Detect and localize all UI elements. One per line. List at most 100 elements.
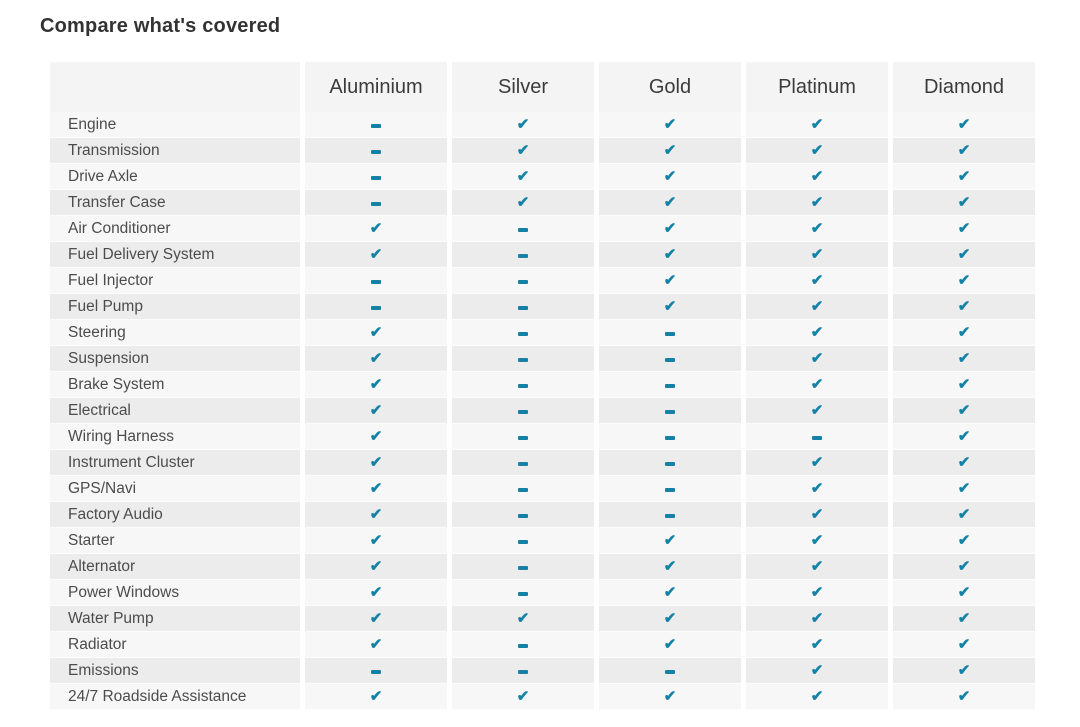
check-icon: ✔ bbox=[810, 116, 824, 133]
coverage-cell: ✔ bbox=[305, 216, 447, 242]
check-icon: ✔ bbox=[663, 636, 677, 653]
dash-icon bbox=[518, 410, 528, 414]
table-row: Starter ✔ ✔ ✔ ✔ bbox=[50, 528, 1035, 554]
header-cell-platinum: Platinum bbox=[746, 62, 888, 112]
check-icon: ✔ bbox=[663, 558, 677, 575]
dash-icon bbox=[665, 436, 675, 440]
coverage-cell: ✔ bbox=[305, 476, 447, 502]
table-row: Air Conditioner ✔ ✔ ✔ ✔ bbox=[50, 216, 1035, 242]
coverage-cell: ✔ bbox=[746, 242, 888, 268]
coverage-cell bbox=[305, 190, 447, 216]
coverage-cell: ✔ bbox=[599, 242, 741, 268]
coverage-cell: ✔ bbox=[599, 554, 741, 580]
coverage-cell: ✔ bbox=[893, 580, 1035, 606]
coverage-cell: ✔ bbox=[746, 190, 888, 216]
dash-icon bbox=[518, 358, 528, 362]
coverage-cell: ✔ bbox=[305, 554, 447, 580]
coverage-cell: ✔ bbox=[305, 606, 447, 632]
coverage-cell bbox=[452, 216, 594, 242]
coverage-cell: ✔ bbox=[305, 684, 447, 710]
coverage-cell: ✔ bbox=[305, 398, 447, 424]
coverage-cell: ✔ bbox=[893, 346, 1035, 372]
coverage-cell: ✔ bbox=[893, 138, 1035, 164]
check-icon: ✔ bbox=[810, 688, 824, 705]
page-title: Compare what's covered bbox=[40, 15, 281, 37]
check-icon: ✔ bbox=[957, 376, 971, 393]
dash-icon bbox=[371, 306, 381, 310]
coverage-cell: ✔ bbox=[746, 164, 888, 190]
check-icon: ✔ bbox=[369, 428, 383, 445]
dash-icon bbox=[371, 124, 381, 128]
coverage-cell: ✔ bbox=[893, 476, 1035, 502]
dash-icon bbox=[665, 332, 675, 336]
coverage-cell bbox=[599, 372, 741, 398]
coverage-cell bbox=[599, 320, 741, 346]
coverage-cell bbox=[452, 346, 594, 372]
coverage-cell bbox=[452, 580, 594, 606]
row-label: Fuel Injector bbox=[50, 268, 300, 294]
check-icon: ✔ bbox=[663, 142, 677, 159]
coverage-cell: ✔ bbox=[305, 320, 447, 346]
check-icon: ✔ bbox=[810, 454, 824, 471]
coverage-cell: ✔ bbox=[599, 528, 741, 554]
coverage-cell: ✔ bbox=[305, 346, 447, 372]
row-label: Brake System bbox=[50, 372, 300, 398]
check-icon: ✔ bbox=[810, 220, 824, 237]
row-label: Fuel Pump bbox=[50, 294, 300, 320]
check-icon: ✔ bbox=[663, 116, 677, 133]
check-icon: ✔ bbox=[516, 116, 530, 133]
check-icon: ✔ bbox=[369, 402, 383, 419]
table-row: Alternator ✔ ✔ ✔ ✔ bbox=[50, 554, 1035, 580]
coverage-cell bbox=[746, 424, 888, 450]
coverage-cell bbox=[452, 242, 594, 268]
table-row: Radiator ✔ ✔ ✔ ✔ bbox=[50, 632, 1035, 658]
coverage-cell: ✔ bbox=[305, 242, 447, 268]
check-icon: ✔ bbox=[369, 610, 383, 627]
row-label: Alternator bbox=[50, 554, 300, 580]
coverage-cell: ✔ bbox=[599, 294, 741, 320]
coverage-cell: ✔ bbox=[893, 294, 1035, 320]
check-icon: ✔ bbox=[516, 688, 530, 705]
dash-icon bbox=[665, 358, 675, 362]
coverage-cell: ✔ bbox=[746, 138, 888, 164]
coverage-cell: ✔ bbox=[452, 164, 594, 190]
coverage-cell: ✔ bbox=[599, 138, 741, 164]
coverage-cell: ✔ bbox=[746, 476, 888, 502]
check-icon: ✔ bbox=[810, 350, 824, 367]
check-icon: ✔ bbox=[810, 402, 824, 419]
table-body: Engine ✔ ✔ ✔ ✔ Transmission ✔ ✔ ✔ ✔ Drive Axle ✔ ✔ ✔ ✔… bbox=[50, 112, 1035, 710]
row-label: 24/7 Roadside Assistance bbox=[50, 684, 300, 710]
coverage-cell: ✔ bbox=[305, 372, 447, 398]
coverage-cell: ✔ bbox=[599, 216, 741, 242]
check-icon: ✔ bbox=[957, 272, 971, 289]
row-label: Transmission bbox=[50, 138, 300, 164]
row-label: Drive Axle bbox=[50, 164, 300, 190]
coverage-cell: ✔ bbox=[452, 190, 594, 216]
check-icon: ✔ bbox=[810, 636, 824, 653]
coverage-cell bbox=[305, 164, 447, 190]
coverage-cell: ✔ bbox=[452, 112, 594, 138]
coverage-cell: ✔ bbox=[305, 502, 447, 528]
coverage-cell: ✔ bbox=[599, 190, 741, 216]
row-label: Suspension bbox=[50, 346, 300, 372]
coverage-cell: ✔ bbox=[746, 268, 888, 294]
table-row: 24/7 Roadside Assistance ✔ ✔ ✔ ✔ ✔ bbox=[50, 684, 1035, 710]
check-icon: ✔ bbox=[957, 454, 971, 471]
check-icon: ✔ bbox=[810, 246, 824, 263]
table-row: Fuel Injector ✔ ✔ ✔ bbox=[50, 268, 1035, 294]
check-icon: ✔ bbox=[369, 246, 383, 263]
table-row: Engine ✔ ✔ ✔ ✔ bbox=[50, 112, 1035, 138]
check-icon: ✔ bbox=[663, 584, 677, 601]
coverage-cell: ✔ bbox=[452, 138, 594, 164]
coverage-cell bbox=[452, 502, 594, 528]
coverage-cell: ✔ bbox=[893, 632, 1035, 658]
table-row: Transfer Case ✔ ✔ ✔ ✔ bbox=[50, 190, 1035, 216]
coverage-cell bbox=[305, 658, 447, 684]
coverage-cell bbox=[599, 476, 741, 502]
check-icon: ✔ bbox=[810, 662, 824, 679]
check-icon: ✔ bbox=[663, 532, 677, 549]
row-label: Starter bbox=[50, 528, 300, 554]
header-cell-blank bbox=[50, 62, 300, 112]
header-cell-aluminium: Aluminium bbox=[305, 62, 447, 112]
check-icon: ✔ bbox=[516, 194, 530, 211]
